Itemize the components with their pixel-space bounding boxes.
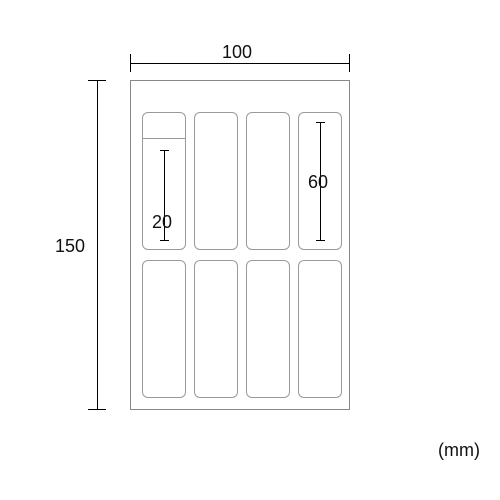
slot-r2-c4	[298, 260, 342, 398]
top-dim-line	[130, 63, 350, 64]
width-label: 100	[222, 42, 252, 63]
inner-w-t-top	[160, 150, 169, 151]
diagram-stage: 100 150 20 60 (mm)	[0, 0, 500, 500]
inner-h-t-bottom	[316, 240, 325, 241]
slot-r1-c2	[194, 112, 238, 250]
slot-r2-c2	[194, 260, 238, 398]
unit-label: (mm)	[438, 440, 480, 461]
slot-height-label: 60	[308, 172, 328, 193]
slot-r1-c3	[246, 112, 290, 250]
inner-h-t-top	[316, 122, 325, 123]
slot1-divider	[142, 138, 186, 139]
slot-width-label: 20	[152, 212, 172, 233]
slot-r2-c1	[142, 260, 186, 398]
slot-r2-c3	[246, 260, 290, 398]
inner-w-t-bottom	[160, 240, 169, 241]
left-dim-line	[97, 80, 98, 410]
height-label: 150	[55, 236, 85, 257]
